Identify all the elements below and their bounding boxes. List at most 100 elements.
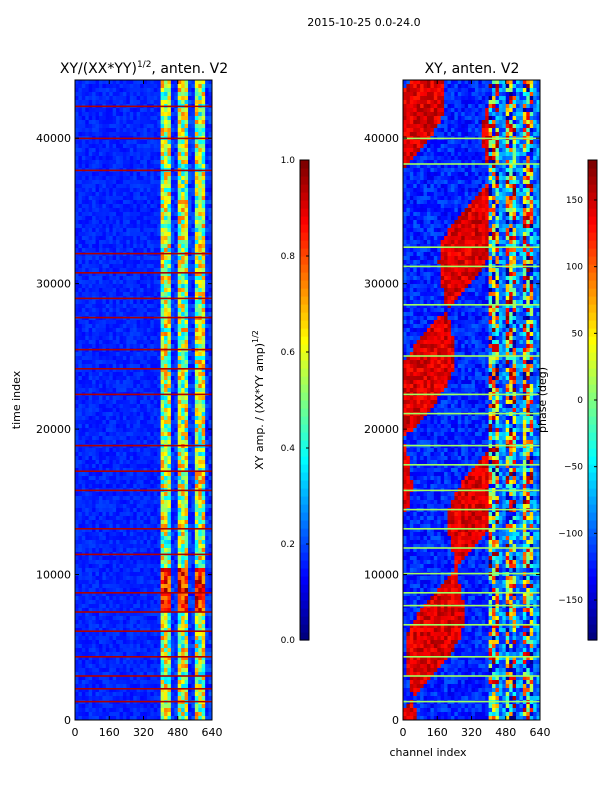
heatmap-cell bbox=[194, 484, 199, 489]
heatmap-cell bbox=[126, 264, 131, 269]
heatmap-cell bbox=[184, 232, 189, 237]
heatmap-cell bbox=[177, 284, 182, 289]
heatmap-cell bbox=[116, 404, 120, 409]
heatmap-cell bbox=[122, 404, 127, 409]
heatmap-cell bbox=[194, 540, 199, 545]
heatmap-cell bbox=[188, 472, 192, 477]
heatmap-cell bbox=[208, 408, 213, 413]
heatmap-cell bbox=[85, 352, 90, 357]
heatmap-cell bbox=[177, 456, 182, 461]
heatmap-cell bbox=[205, 412, 209, 417]
heatmap-cell bbox=[198, 468, 203, 473]
heatmap-cell bbox=[177, 396, 182, 401]
heatmap-cell bbox=[81, 468, 86, 473]
heatmap-cell bbox=[146, 244, 151, 249]
heatmap-cell bbox=[157, 468, 162, 473]
heatmap-cell bbox=[150, 516, 155, 521]
heatmap-cell bbox=[119, 92, 124, 97]
heatmap-cell bbox=[102, 460, 107, 465]
heatmap-cell bbox=[75, 412, 79, 417]
heatmap-cell bbox=[105, 340, 110, 345]
heatmap-cell bbox=[157, 460, 162, 465]
heatmap-cell bbox=[105, 268, 110, 273]
heatmap-cell bbox=[170, 184, 175, 189]
heatmap-cell bbox=[191, 224, 196, 229]
heatmap-cell bbox=[201, 140, 206, 145]
heatmap-cell bbox=[181, 184, 185, 189]
heatmap-cell bbox=[129, 92, 134, 97]
heatmap-cell bbox=[105, 164, 110, 169]
heatmap-cell bbox=[170, 420, 175, 425]
heatmap-cell bbox=[102, 308, 107, 313]
heatmap-cell bbox=[85, 340, 90, 345]
heatmap-cell bbox=[188, 508, 192, 513]
heatmap-cell bbox=[112, 304, 117, 309]
heatmap-cell bbox=[122, 276, 127, 281]
heatmap-cell bbox=[191, 340, 196, 345]
heatmap-cell bbox=[181, 400, 185, 405]
heatmap-cell bbox=[188, 448, 192, 453]
heatmap-cell bbox=[174, 472, 179, 477]
heatmap-cell bbox=[112, 480, 117, 485]
heatmap-cell bbox=[140, 368, 144, 373]
heatmap-cell bbox=[102, 224, 107, 229]
heatmap-cell bbox=[201, 472, 206, 477]
heatmap-cell bbox=[116, 260, 120, 265]
heatmap-cell bbox=[109, 204, 114, 209]
heatmap-cell bbox=[98, 476, 103, 481]
heatmap-cell bbox=[177, 92, 182, 97]
heatmap-cell bbox=[126, 244, 131, 249]
heatmap-cell bbox=[85, 572, 90, 577]
heatmap-cell bbox=[164, 208, 168, 213]
heatmap-cell bbox=[191, 160, 196, 165]
heatmap-cell bbox=[136, 292, 141, 297]
heatmap-cell bbox=[95, 364, 100, 369]
heatmap-cell bbox=[153, 84, 158, 89]
heatmap-cell bbox=[198, 204, 203, 209]
heatmap-cell bbox=[95, 472, 100, 477]
heatmap-cell bbox=[112, 396, 117, 401]
heatmap-cell bbox=[150, 532, 155, 537]
heatmap-cell bbox=[92, 460, 96, 465]
heatmap-cell bbox=[98, 160, 103, 165]
heatmap-cell bbox=[184, 408, 189, 413]
heatmap-cell bbox=[92, 180, 96, 185]
heatmap-cell bbox=[164, 568, 168, 573]
heatmap-cell bbox=[95, 512, 100, 517]
heatmap-cell bbox=[143, 464, 148, 469]
heatmap-cell bbox=[201, 568, 206, 573]
heatmap-cell bbox=[146, 436, 151, 441]
heatmap-cell bbox=[184, 144, 189, 149]
heatmap-cell bbox=[177, 280, 182, 285]
heatmap-cell bbox=[157, 396, 162, 401]
heatmap-cell bbox=[150, 308, 155, 313]
heatmap-cell bbox=[119, 132, 124, 137]
heatmap-cell bbox=[146, 276, 151, 281]
heatmap-cell bbox=[102, 412, 107, 417]
heatmap-cell bbox=[201, 368, 206, 373]
heatmap-cell bbox=[78, 100, 83, 105]
heatmap-cell bbox=[78, 556, 83, 561]
heatmap-cell bbox=[92, 400, 96, 405]
heatmap-cell bbox=[78, 564, 83, 569]
heatmap-cell bbox=[78, 520, 83, 525]
heatmap-cell bbox=[129, 508, 134, 513]
heatmap-cell bbox=[133, 432, 138, 437]
heatmap-cell bbox=[170, 176, 175, 181]
heatmap-cell bbox=[109, 408, 114, 413]
heatmap-cell bbox=[174, 328, 179, 333]
heatmap-cell bbox=[188, 364, 192, 369]
heatmap-cell bbox=[95, 220, 100, 225]
heatmap-cell bbox=[126, 508, 131, 513]
heatmap-cell bbox=[109, 352, 114, 357]
heatmap-cell bbox=[153, 420, 158, 425]
heatmap-cell bbox=[129, 496, 134, 501]
heatmap-cell bbox=[129, 132, 134, 137]
heatmap-cell bbox=[116, 272, 120, 277]
heatmap-cell bbox=[164, 324, 168, 329]
heatmap-cell bbox=[188, 204, 192, 209]
heatmap-cell bbox=[109, 548, 114, 553]
heatmap-cell bbox=[136, 472, 141, 477]
heatmap-cell bbox=[164, 108, 168, 113]
heatmap-cell bbox=[143, 484, 148, 489]
